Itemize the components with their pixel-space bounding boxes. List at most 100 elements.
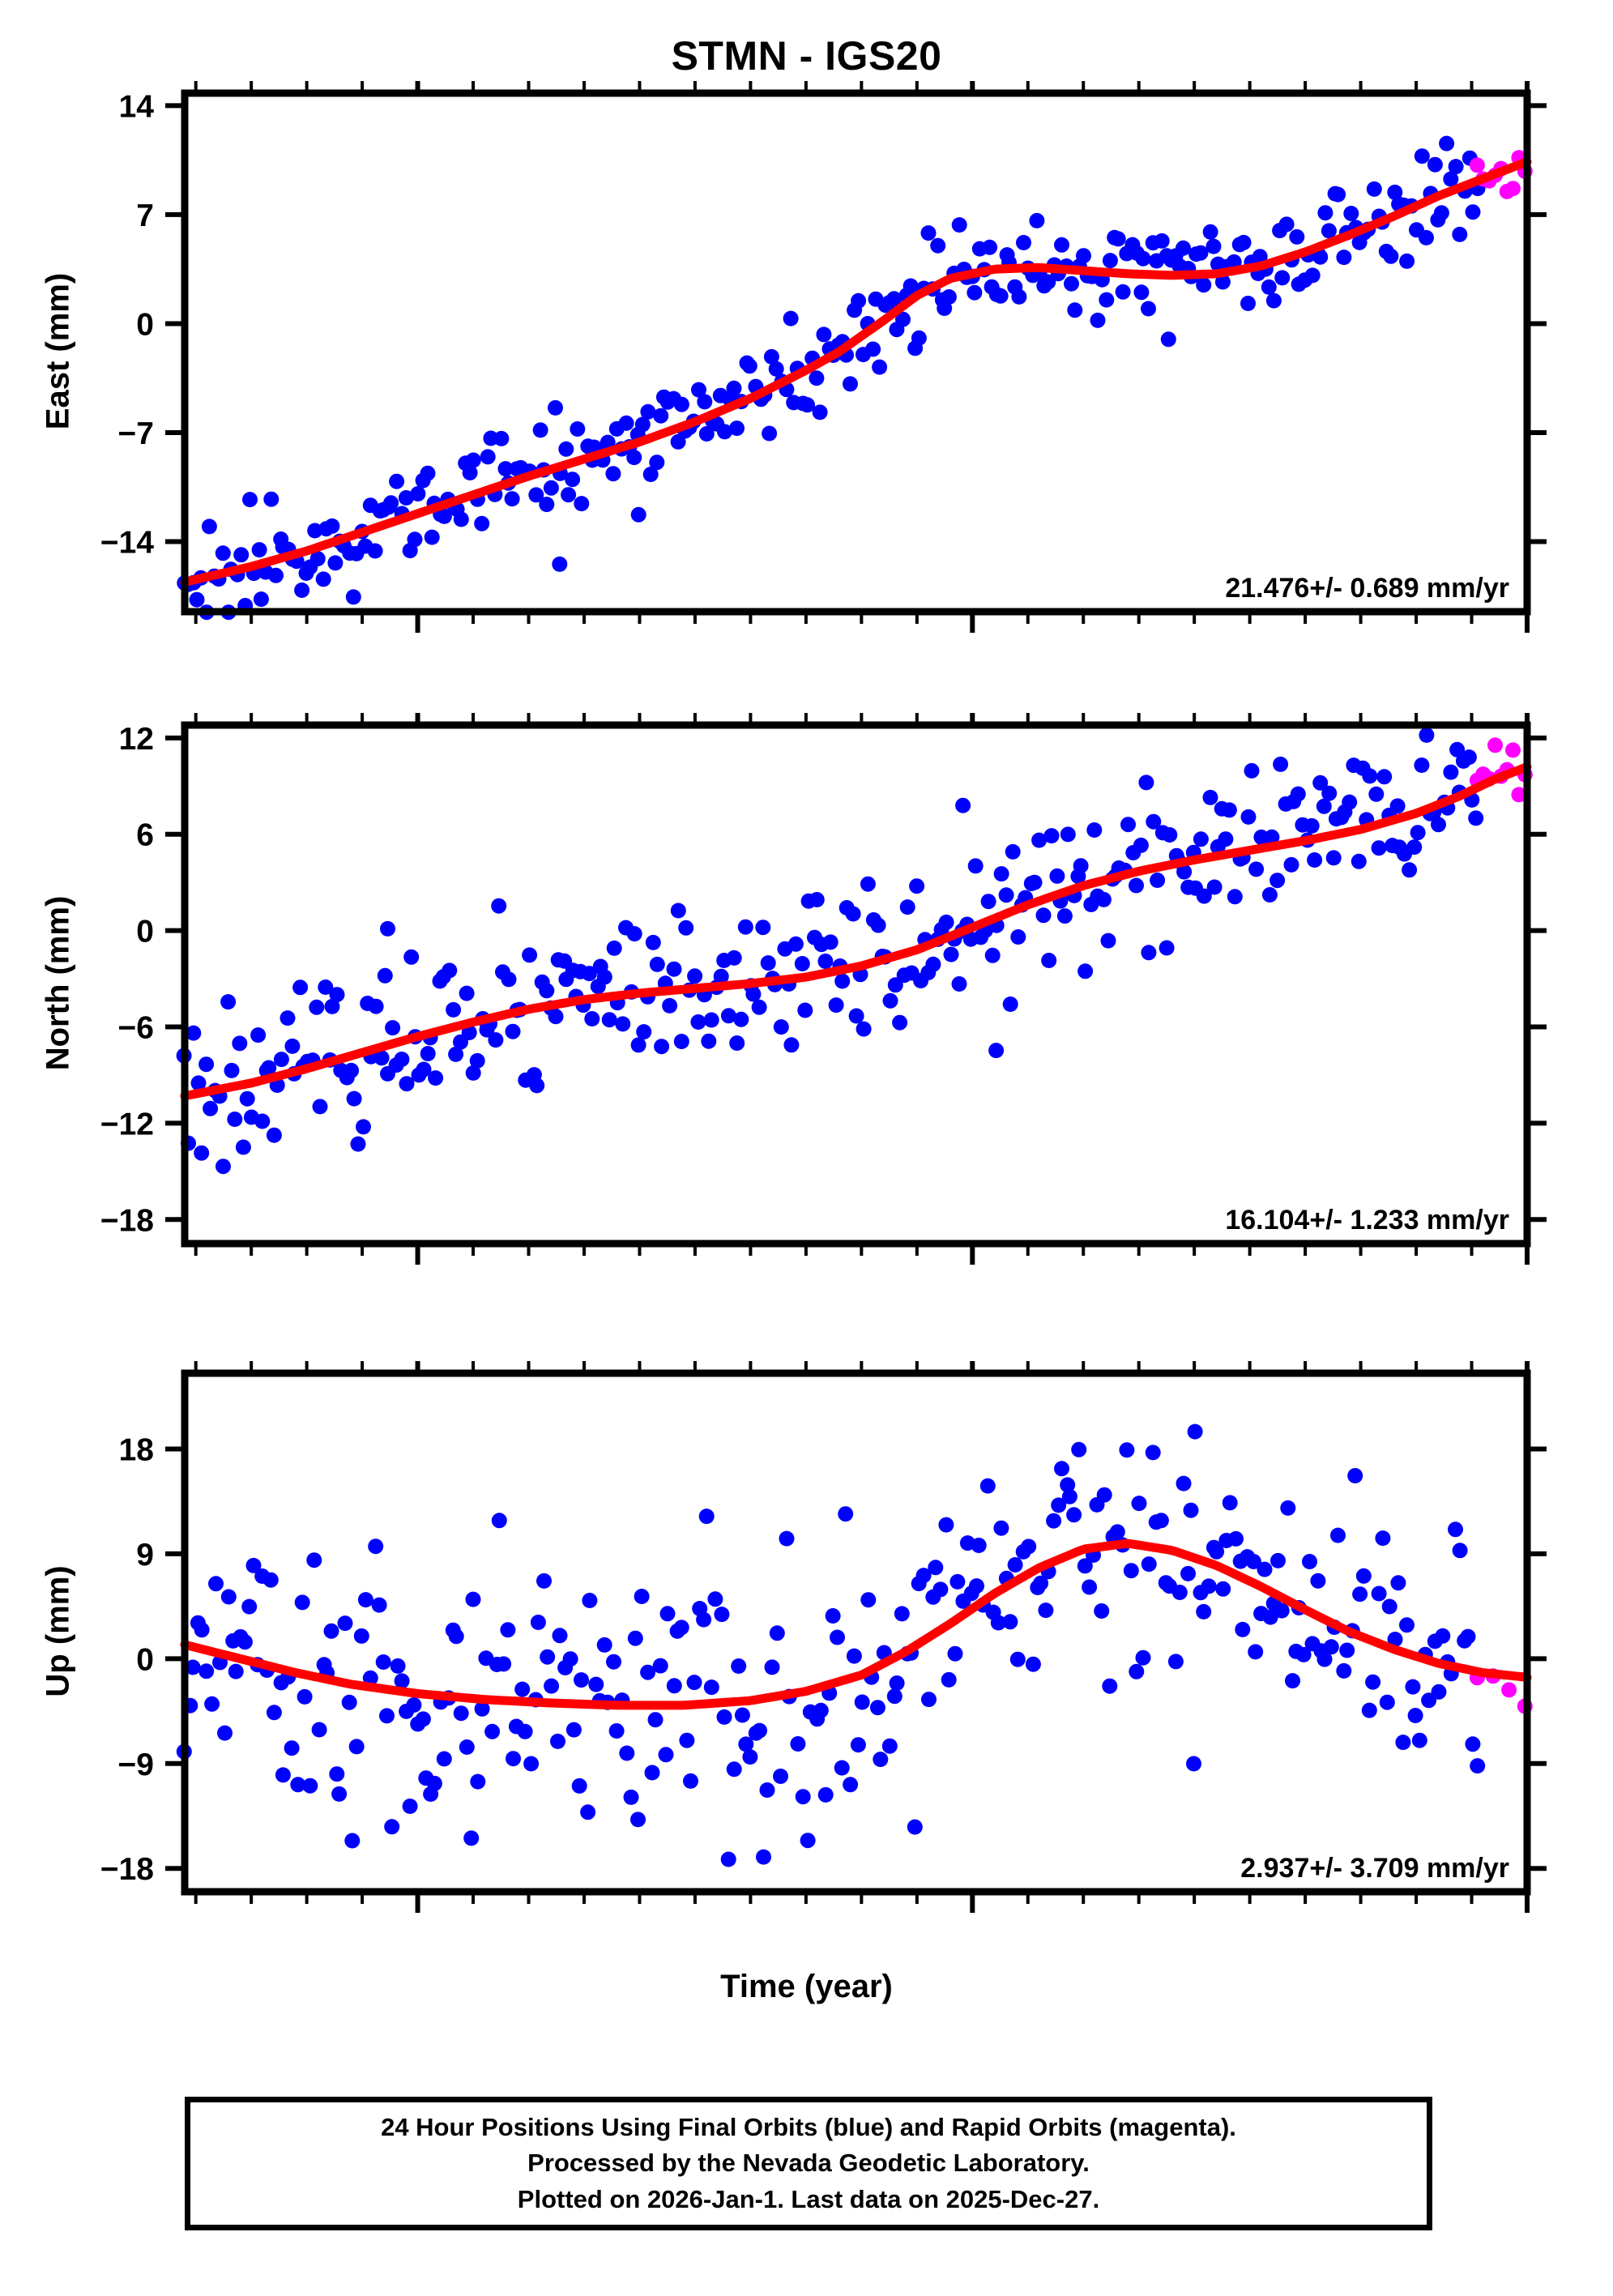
data-point-final	[894, 1606, 910, 1622]
data-point-final	[324, 998, 340, 1014]
data-point-final	[1312, 249, 1329, 265]
data-point-final	[988, 1043, 1005, 1059]
data-point-final	[353, 1628, 369, 1644]
data-point-final	[1033, 1575, 1049, 1591]
data-point-final	[357, 1592, 373, 1608]
data-point-final	[921, 1692, 937, 1708]
data-point-final	[703, 1012, 719, 1028]
data-point-final	[407, 531, 423, 548]
data-point-final	[794, 956, 810, 971]
data-point-final	[1285, 1673, 1300, 1689]
data-point-final	[1289, 228, 1305, 245]
data-point-final	[1193, 831, 1209, 847]
data-point-final	[683, 1773, 698, 1789]
data-point-final	[1407, 1708, 1423, 1723]
data-point-final	[737, 919, 753, 935]
data-point-final	[1366, 181, 1382, 197]
data-point-final	[1431, 1684, 1447, 1700]
data-point-final	[615, 1016, 631, 1032]
data-point-final	[783, 310, 799, 326]
data-point-final	[571, 1777, 587, 1794]
data-point-final	[930, 237, 946, 254]
data-point-final	[1214, 274, 1231, 290]
data-point-final	[596, 1637, 612, 1653]
data-point-final	[469, 1052, 485, 1069]
caption-line-processor: Processed by the Nevada Geodetic Laborat…	[527, 2149, 1090, 2178]
y-tick-label: 7	[136, 198, 154, 233]
x-tick-label: 2025.5	[920, 644, 1024, 648]
data-point-final	[1448, 159, 1464, 175]
data-point-final	[1371, 1585, 1387, 1602]
data-point-final	[1427, 156, 1443, 173]
data-point-final	[1007, 1557, 1023, 1573]
data-point-final	[797, 1002, 813, 1018]
data-point-final	[505, 1023, 521, 1039]
data-point-final	[1110, 231, 1126, 247]
data-point-final	[752, 1722, 767, 1739]
data-point-final	[329, 987, 345, 1003]
data-point-final	[856, 1021, 872, 1037]
data-point-final	[362, 1670, 378, 1686]
data-point-final	[1278, 216, 1295, 233]
x-tick-label: 2025.5	[920, 1276, 1024, 1280]
data-point-final	[745, 986, 762, 1002]
data-point-final	[1330, 186, 1346, 203]
data-point-final	[497, 461, 514, 477]
data-point-final	[459, 985, 475, 1001]
data-point-final	[932, 1581, 949, 1598]
data-point-final	[383, 495, 399, 511]
data-point-final	[813, 1702, 829, 1718]
data-point-final	[759, 1782, 775, 1798]
data-point-final	[755, 920, 771, 936]
data-point-final	[630, 1812, 646, 1828]
data-point-final	[955, 797, 971, 813]
data-point-final	[1244, 762, 1260, 779]
data-point-final	[982, 239, 998, 255]
data-point-final	[1295, 1646, 1312, 1662]
data-point-final	[678, 920, 694, 936]
data-point-final	[294, 583, 310, 598]
data-point-final	[348, 1739, 365, 1755]
data-point-final	[1066, 1507, 1082, 1523]
data-point-final	[1176, 240, 1191, 256]
data-point-final	[1120, 817, 1136, 833]
data-point-final	[1414, 148, 1430, 164]
data-point-final	[1330, 1527, 1346, 1543]
data-point-final	[1102, 1678, 1118, 1694]
data-point-final	[582, 1593, 598, 1608]
data-point-final	[1205, 238, 1222, 254]
data-point-final	[327, 555, 344, 571]
data-point-final	[215, 545, 231, 561]
data-point-final	[1419, 229, 1434, 245]
data-point-final	[1419, 727, 1435, 743]
data-point-final	[275, 1767, 291, 1783]
data-point-final	[309, 999, 325, 1015]
data-point-final	[241, 1598, 258, 1615]
data-point-final	[1273, 756, 1289, 772]
data-point-final	[190, 1075, 207, 1091]
data-point-final	[368, 998, 384, 1014]
data-point-final	[528, 487, 544, 503]
model-fit-line	[180, 157, 1532, 587]
data-point-final	[751, 999, 767, 1015]
data-point-final	[480, 449, 496, 465]
data-point-final	[619, 1745, 635, 1761]
data-point-final	[312, 1099, 328, 1115]
data-point-final	[1355, 1568, 1372, 1584]
data-point-final	[307, 523, 323, 539]
data-point-final	[1452, 1543, 1468, 1559]
data-point-final	[329, 1766, 345, 1782]
data-point-final	[403, 949, 420, 965]
y-tick-label: −6	[118, 1011, 154, 1046]
data-point-final	[220, 994, 237, 1010]
data-point-final	[795, 1789, 811, 1805]
data-point-final	[1336, 1662, 1352, 1679]
data-point-final	[1310, 1573, 1326, 1589]
data-point-final	[1056, 908, 1073, 924]
data-point-final	[311, 1722, 327, 1738]
data-point-final	[733, 1011, 749, 1027]
data-point-final	[1002, 996, 1018, 1012]
data-point-final	[943, 946, 959, 962]
data-point-final	[1094, 1603, 1110, 1619]
data-point-final	[1431, 817, 1446, 833]
